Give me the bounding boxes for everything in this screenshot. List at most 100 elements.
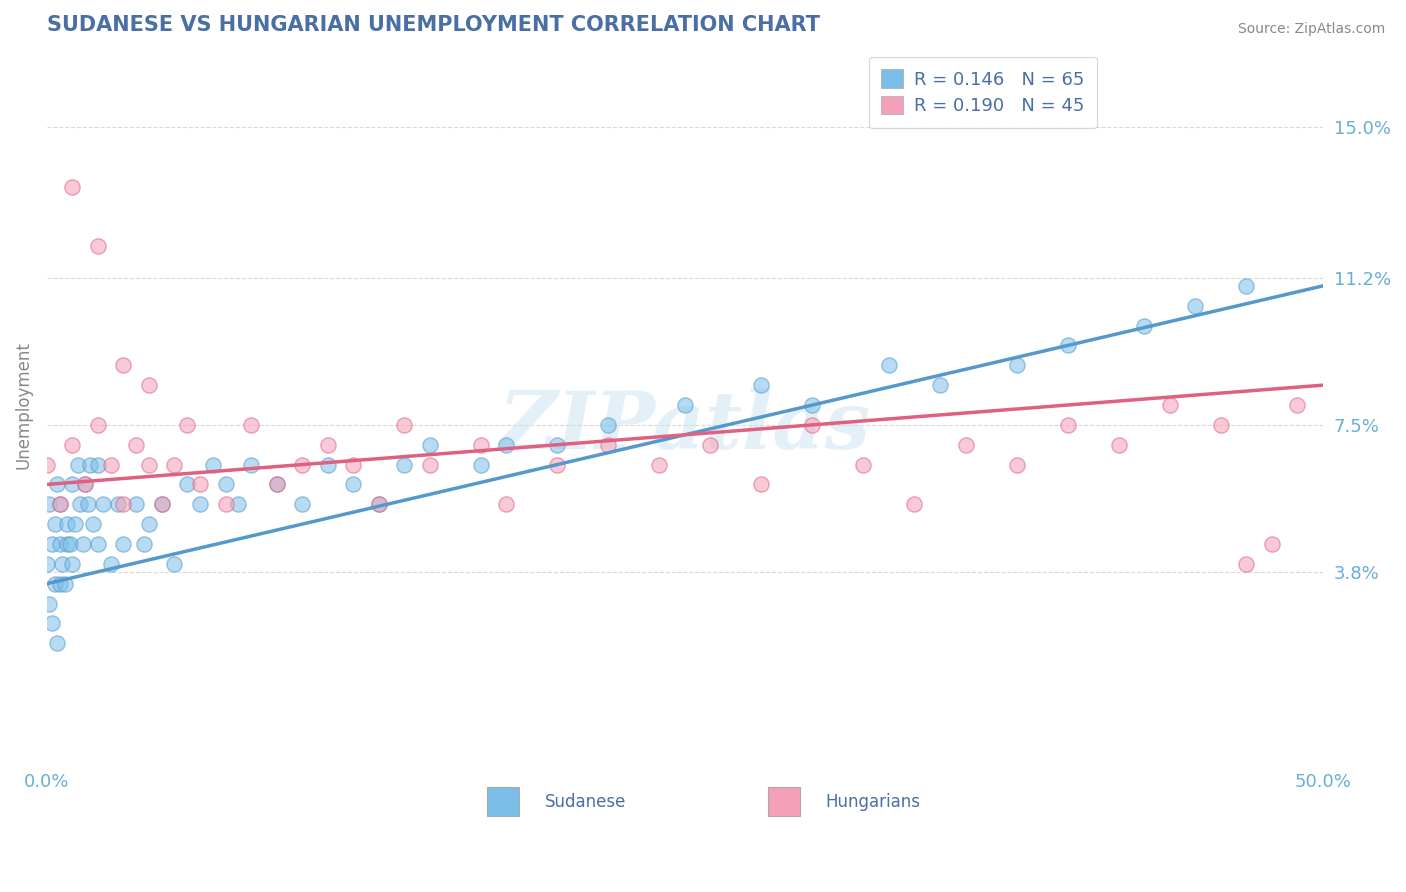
Point <box>546 438 568 452</box>
Point <box>214 477 236 491</box>
Point <box>598 417 620 432</box>
Point <box>150 497 173 511</box>
Point <box>392 458 415 472</box>
Point <box>1056 417 1078 432</box>
Point <box>751 477 773 491</box>
Legend: R = 0.146   N = 65, R = 0.190   N = 45: R = 0.146 N = 65, R = 0.190 N = 45 <box>869 57 1097 128</box>
Point <box>87 417 110 432</box>
Point <box>53 576 76 591</box>
Point <box>1133 318 1156 333</box>
Point <box>48 497 70 511</box>
Point <box>41 537 63 551</box>
Point <box>138 517 160 532</box>
Point <box>76 497 98 511</box>
Point <box>470 438 492 452</box>
Point <box>112 497 135 511</box>
Point <box>163 557 186 571</box>
Point <box>48 537 70 551</box>
Point <box>46 636 69 650</box>
Point <box>125 438 148 452</box>
Point <box>56 517 79 532</box>
Point <box>138 458 160 472</box>
Text: Source: ZipAtlas.com: Source: ZipAtlas.com <box>1237 22 1385 37</box>
Point <box>1234 557 1257 571</box>
Point <box>112 359 135 373</box>
Point <box>60 438 83 452</box>
Point <box>1234 279 1257 293</box>
Point <box>1184 299 1206 313</box>
Point <box>1261 537 1284 551</box>
Point <box>48 576 70 591</box>
Point <box>75 477 97 491</box>
Point <box>1209 417 1232 432</box>
Point <box>87 458 110 472</box>
Point <box>125 497 148 511</box>
Point <box>66 458 89 472</box>
Point <box>72 537 94 551</box>
Point <box>75 477 97 491</box>
Point <box>60 557 83 571</box>
Point <box>38 597 60 611</box>
Point <box>929 378 952 392</box>
Point <box>69 497 91 511</box>
Point <box>419 458 441 472</box>
Point <box>266 477 288 491</box>
Point <box>546 458 568 472</box>
Point <box>176 477 198 491</box>
Point <box>87 537 110 551</box>
Point <box>1159 398 1181 412</box>
Text: SUDANESE VS HUNGARIAN UNEMPLOYMENT CORRELATION CHART: SUDANESE VS HUNGARIAN UNEMPLOYMENT CORRE… <box>46 15 820 35</box>
Point <box>63 517 86 532</box>
Point <box>44 517 66 532</box>
Point <box>48 497 70 511</box>
Point <box>87 239 110 253</box>
Point <box>470 458 492 472</box>
Point <box>903 497 925 511</box>
Text: ZIPatlas: ZIPatlas <box>499 388 870 466</box>
Point <box>495 438 517 452</box>
Point <box>852 458 875 472</box>
Point <box>100 458 122 472</box>
Point <box>201 458 224 472</box>
Point <box>1286 398 1309 412</box>
Point <box>367 497 389 511</box>
Point <box>342 458 364 472</box>
Point <box>44 576 66 591</box>
Point <box>150 497 173 511</box>
Point <box>56 537 79 551</box>
Point <box>495 497 517 511</box>
Point <box>132 537 155 551</box>
FancyBboxPatch shape <box>768 788 800 816</box>
Point <box>79 458 101 472</box>
Point <box>60 179 83 194</box>
Point <box>598 438 620 452</box>
Point <box>100 557 122 571</box>
Point <box>176 417 198 432</box>
Point <box>112 537 135 551</box>
Y-axis label: Unemployment: Unemployment <box>15 341 32 469</box>
Point <box>240 417 263 432</box>
Point <box>51 557 73 571</box>
Point <box>91 497 114 511</box>
Point <box>60 477 83 491</box>
Point <box>367 497 389 511</box>
Point <box>240 458 263 472</box>
Text: Hungarians: Hungarians <box>825 793 920 811</box>
Point <box>801 417 824 432</box>
Point <box>392 417 415 432</box>
Point <box>1108 438 1130 452</box>
Point <box>316 438 339 452</box>
Point <box>82 517 104 532</box>
Point <box>214 497 236 511</box>
Point <box>291 497 314 511</box>
Point <box>35 458 58 472</box>
Point <box>163 458 186 472</box>
Point <box>107 497 129 511</box>
Point <box>41 616 63 631</box>
Point <box>1056 338 1078 352</box>
Point <box>35 557 58 571</box>
Point <box>877 359 900 373</box>
Point <box>751 378 773 392</box>
Point <box>38 497 60 511</box>
Point <box>801 398 824 412</box>
